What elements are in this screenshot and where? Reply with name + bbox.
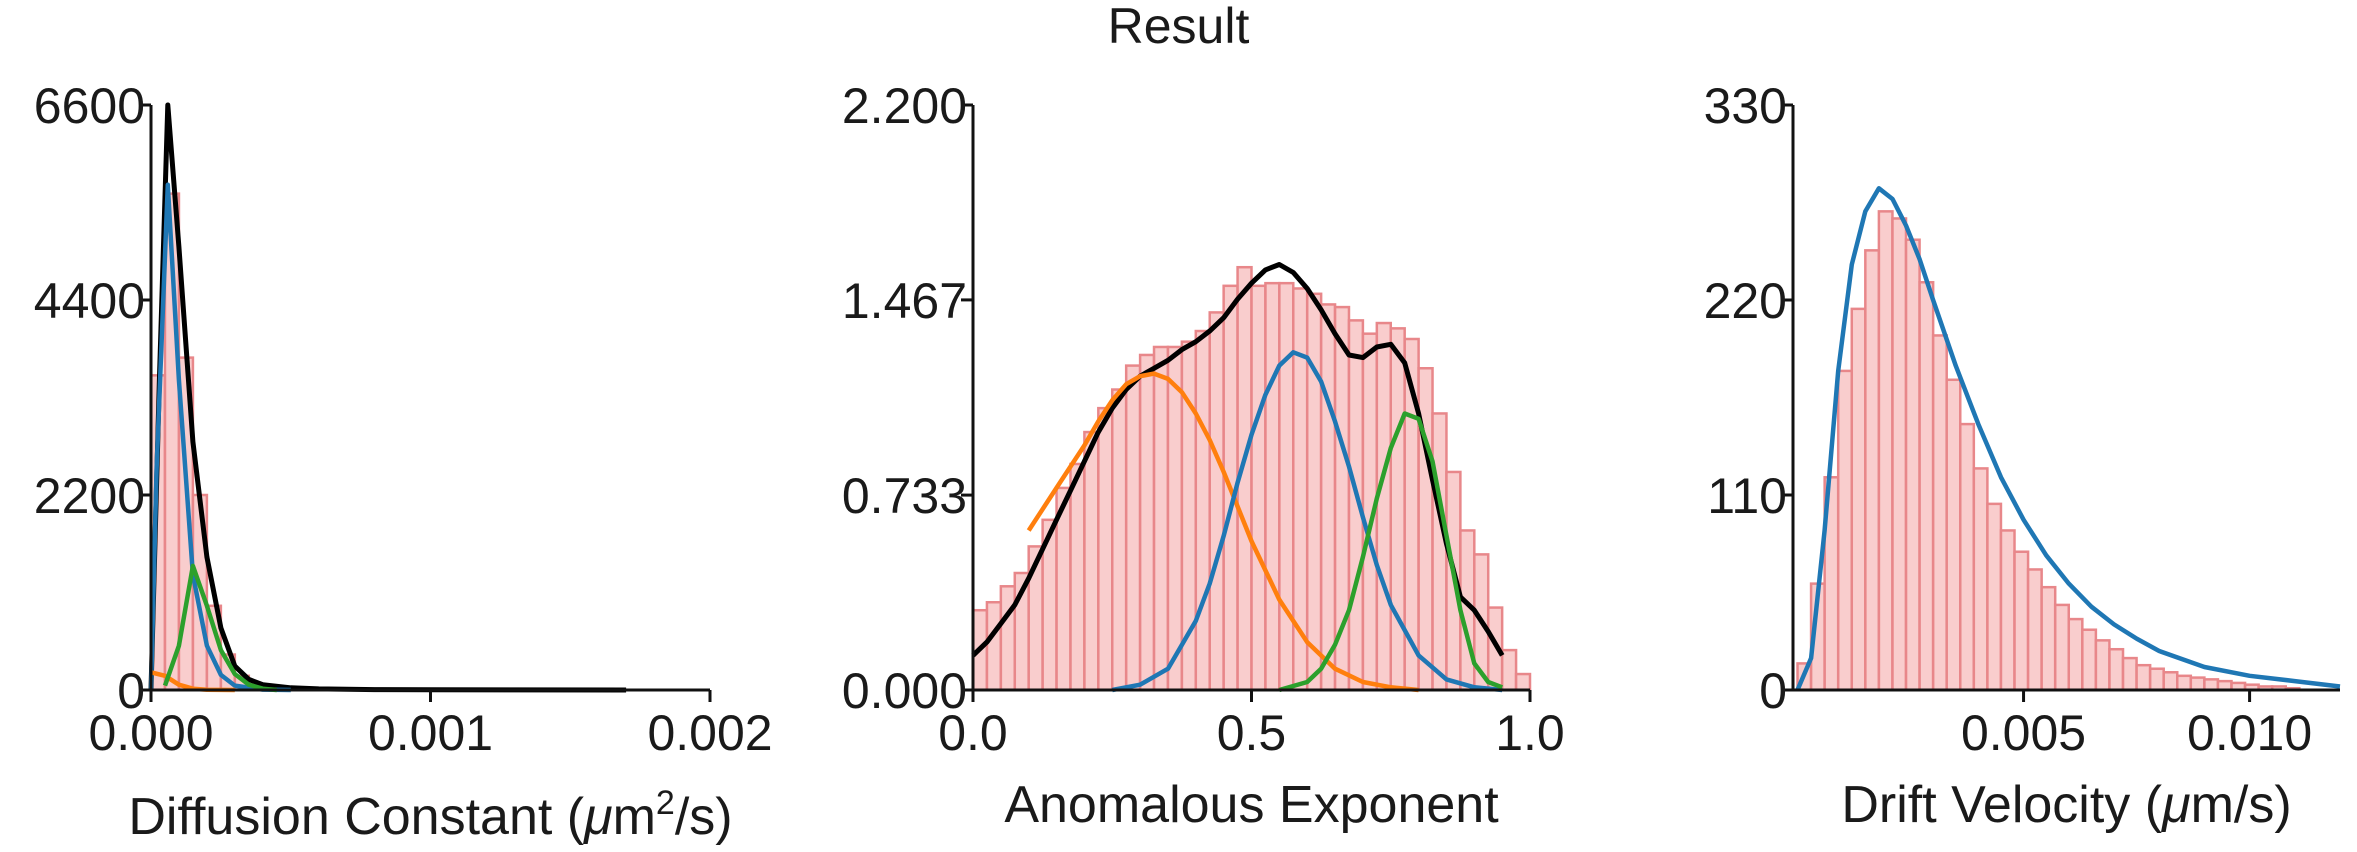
y-tick-label: 0.000 — [842, 663, 967, 719]
histogram-bar — [1111, 388, 1128, 692]
histogram-bar — [1864, 249, 1881, 692]
x-tick-label: 0.001 — [368, 705, 493, 761]
y-tick-label: 0 — [1759, 663, 1787, 719]
histogram-bar — [1904, 238, 1921, 692]
histogram-bar — [1138, 353, 1156, 692]
x-tick-label: 0.010 — [2187, 705, 2312, 761]
x-tick-label: 0.000 — [88, 705, 213, 761]
y-tick-label: 0.733 — [842, 468, 967, 524]
histogram-bar — [1208, 311, 1225, 692]
histogram-bar — [2026, 568, 2043, 692]
diffusion-constant-panel: 0 2200 4400 6600 0.000 0.001 0.002 Diffusion Co… — [34, 78, 773, 846]
y-tick-label: 110 — [1707, 468, 1787, 524]
histogram-bar — [985, 601, 1003, 692]
histogram-bar — [1431, 412, 1448, 692]
histogram-bar — [1097, 406, 1114, 692]
x-tick-label: 0.5 — [1217, 705, 1287, 761]
histogram-bar — [2108, 647, 2125, 692]
x-axis-title: Anomalous Exponent — [1004, 776, 1499, 834]
histogram-bar — [2135, 663, 2152, 692]
histogram-bar — [1166, 345, 1184, 692]
anomalous-exponent-panel: 0.000 0.733 1.467 2.200 0.0 0.5 1.0 Anomalous E… — [842, 78, 1565, 834]
x-axis-title: Diffusion Constant (μm2/s) — [128, 784, 732, 846]
y-tick-label: 0 — [117, 663, 145, 719]
total-fit-line — [148, 102, 627, 693]
y-tick-label: 4400 — [34, 273, 145, 329]
y-tick-label: 330 — [1704, 78, 1787, 134]
histogram-bar — [1375, 321, 1392, 692]
histogram-bar — [2203, 678, 2220, 692]
histogram-bar — [2081, 628, 2098, 692]
component-fit-line-comp3 — [1278, 411, 1503, 693]
histogram-bar — [2148, 667, 2165, 692]
histogram-bar — [1931, 334, 1948, 692]
histogram-bar — [1959, 422, 1976, 692]
y-tick-label: 2200 — [34, 468, 145, 524]
histogram-bar — [1152, 345, 1170, 692]
histogram-bar — [1877, 210, 1894, 692]
x-tick-label: 1.0 — [1495, 705, 1565, 761]
histogram-bar — [1514, 672, 1532, 692]
histogram-bar — [2189, 676, 2206, 692]
histogram-bar — [1278, 281, 1295, 692]
x-tick-label: 0.0 — [938, 705, 1008, 761]
histogram-bar — [1194, 329, 1211, 692]
x-axis-title: Drift Velocity (μm/s) — [1841, 776, 2291, 834]
histogram-bar — [1305, 292, 1323, 692]
total-fit-line — [971, 262, 1505, 658]
y-tick-label: 1.467 — [842, 273, 967, 329]
y-tick-label: 6600 — [34, 78, 145, 134]
histogram-bar — [1972, 467, 1989, 692]
y-tick-label: 2.200 — [842, 78, 967, 134]
histogram-bar — [2162, 671, 2179, 692]
histogram-bar — [2013, 550, 2030, 692]
histogram-bar — [2176, 674, 2193, 692]
histogram-bar — [1891, 217, 1908, 692]
histogram-bar — [1999, 529, 2016, 692]
x-tick-label: 0.002 — [647, 705, 772, 761]
page-title: Result — [1107, 0, 1250, 54]
component-fit-line-comp1 — [148, 182, 291, 693]
histogram-bar — [1069, 462, 1086, 692]
histogram-bar — [1836, 369, 1854, 692]
histogram-bar — [2094, 639, 2111, 692]
histogram-bar — [1945, 378, 1962, 692]
histogram-bar — [1986, 502, 2003, 692]
y-tick-label: 220 — [1704, 273, 1787, 329]
histogram-bar — [1124, 364, 1142, 692]
component-fit-line-comp3 — [162, 563, 278, 693]
histogram-bar — [1264, 281, 1281, 692]
component-fit-line-comp1 — [1795, 186, 2341, 691]
histogram-bar — [1500, 648, 1518, 692]
histogram-bar — [2121, 656, 2138, 692]
histogram-bar — [1083, 430, 1100, 692]
histogram-bar — [1389, 327, 1406, 692]
histogram-bar — [1319, 303, 1337, 692]
histogram-bar — [2040, 585, 2057, 692]
histogram-bar — [2067, 617, 2084, 692]
histogram-bar — [1918, 281, 1935, 692]
x-tick-label: 0.005 — [1961, 705, 2086, 761]
histogram-bar — [1250, 284, 1267, 692]
drift-velocity-panel: 0 110 220 330 0.005 0.010 Drift Velocity (μm/s… — [1704, 78, 2341, 834]
histogram-bar — [1850, 307, 1867, 692]
histogram-bar — [2053, 603, 2071, 692]
component-fit-line-comp1 — [1111, 350, 1503, 693]
histogram-bar — [999, 585, 1017, 692]
